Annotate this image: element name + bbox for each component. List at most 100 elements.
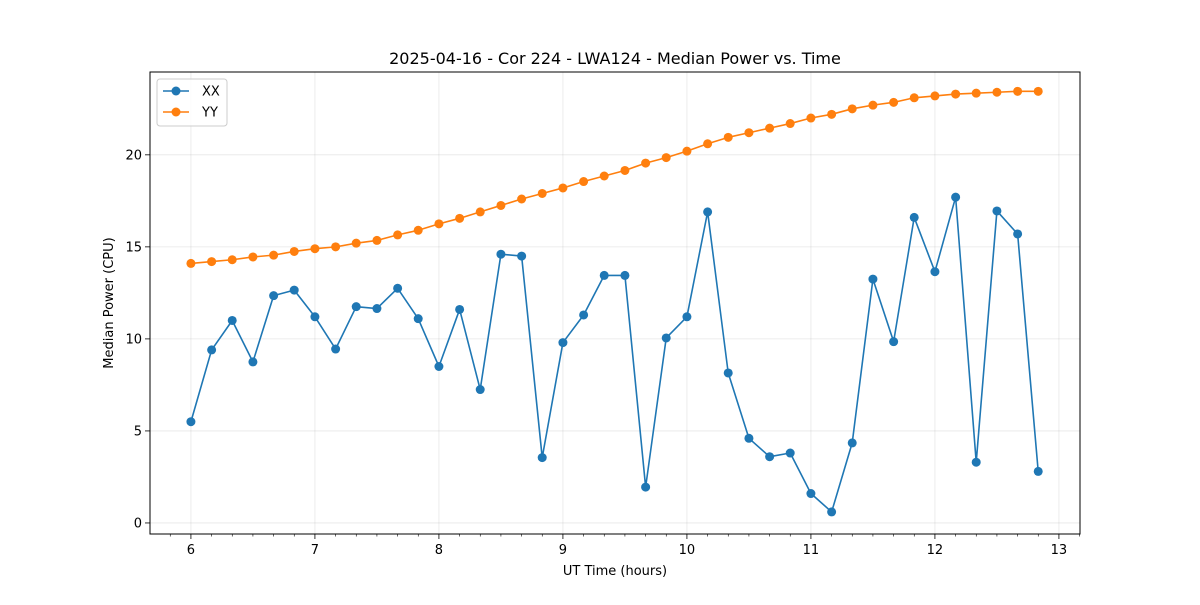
chart-title: 2025-04-16 - Cor 224 - LWA124 - Median P… xyxy=(389,49,841,68)
data-point-xx xyxy=(1013,229,1023,239)
y-tick-label: 10 xyxy=(125,332,142,347)
data-point-yy xyxy=(393,230,403,240)
legend-label-xx: XX xyxy=(202,85,220,100)
data-point-yy xyxy=(475,207,485,217)
data-point-yy xyxy=(868,100,878,110)
series-layer xyxy=(186,86,1043,517)
data-point-xx xyxy=(930,267,940,277)
legend-marker-yy xyxy=(171,107,181,117)
data-point-yy xyxy=(496,200,506,210)
plot-frame xyxy=(149,71,1081,535)
data-point-yy xyxy=(558,183,568,193)
data-point-xx xyxy=(723,368,733,378)
data-point-yy xyxy=(310,244,320,254)
data-point-yy xyxy=(413,225,423,235)
data-point-yy xyxy=(1033,86,1043,96)
data-point-yy xyxy=(744,128,754,138)
y-tick-label: 0 xyxy=(134,516,142,531)
data-point-yy xyxy=(971,88,981,98)
legend-entries: XX YY xyxy=(163,85,220,121)
data-point-xx xyxy=(310,312,320,322)
data-point-yy xyxy=(889,97,899,107)
data-point-xx xyxy=(207,345,217,355)
data-point-xx xyxy=(289,285,299,295)
data-point-xx xyxy=(661,333,671,343)
data-point-xx xyxy=(806,489,816,499)
y-axis-label: Median Power (CPU) xyxy=(102,237,117,368)
data-point-xx xyxy=(971,457,981,467)
data-point-yy xyxy=(455,213,465,223)
data-point-xx xyxy=(1033,466,1043,476)
data-point-yy xyxy=(186,258,196,268)
legend: XX YY xyxy=(156,78,228,127)
data-point-xx xyxy=(682,312,692,322)
ticks-layer: 6 7 8 9 10 11 12 13 0 5 10 15 20 xyxy=(125,148,1080,558)
y-tick-label: 15 xyxy=(125,240,142,255)
x-tick-label: 11 xyxy=(803,543,820,558)
legend-marker-xx xyxy=(171,86,181,96)
data-point-yy xyxy=(269,250,279,260)
data-point-yy xyxy=(331,242,341,252)
data-point-yy xyxy=(434,219,444,229)
data-point-xx xyxy=(847,438,857,448)
data-point-xx xyxy=(620,270,630,280)
data-point-yy xyxy=(723,132,733,142)
x-tick-label: 8 xyxy=(435,543,443,558)
data-point-xx xyxy=(599,270,609,280)
y-tick-label: 5 xyxy=(134,424,142,439)
data-point-yy xyxy=(992,87,1002,97)
data-point-xx xyxy=(765,452,775,462)
data-point-xx xyxy=(537,453,547,463)
data-point-yy xyxy=(248,252,258,262)
legend-label-yy: YY xyxy=(201,106,218,121)
data-point-xx xyxy=(186,417,196,427)
series-line-xx xyxy=(190,196,1040,513)
data-point-yy xyxy=(847,104,857,114)
data-point-yy xyxy=(909,93,919,103)
y-tick-label: 20 xyxy=(125,148,142,163)
data-point-xx xyxy=(868,274,878,284)
data-point-yy xyxy=(930,91,940,101)
data-point-yy xyxy=(620,165,630,175)
data-point-yy xyxy=(806,113,816,123)
data-point-xx xyxy=(331,344,341,354)
data-point-xx xyxy=(889,337,899,347)
data-point-yy xyxy=(579,177,589,187)
data-point-xx xyxy=(269,291,279,301)
grid-layer xyxy=(150,72,1080,534)
data-point-yy xyxy=(517,194,527,204)
data-point-xx xyxy=(248,357,258,367)
data-point-yy xyxy=(703,139,713,149)
data-point-xx xyxy=(475,385,485,395)
x-tick-label: 9 xyxy=(559,543,567,558)
data-point-xx xyxy=(909,212,919,222)
data-point-xx xyxy=(744,433,754,443)
data-point-yy xyxy=(785,119,795,129)
data-point-xx xyxy=(641,482,651,492)
data-point-yy xyxy=(827,109,837,119)
data-point-xx xyxy=(992,206,1002,216)
x-tick-label: 7 xyxy=(311,543,319,558)
data-point-yy xyxy=(1013,86,1023,96)
data-point-xx xyxy=(372,304,382,314)
data-point-yy xyxy=(641,158,651,168)
data-point-xx xyxy=(517,251,527,261)
data-point-yy xyxy=(227,255,237,265)
data-point-yy xyxy=(537,188,547,198)
data-point-yy xyxy=(682,146,692,156)
x-tick-label: 6 xyxy=(187,543,195,558)
data-point-xx xyxy=(455,304,465,314)
data-point-xx xyxy=(785,448,795,458)
x-tick-label: 10 xyxy=(679,543,696,558)
data-point-xx xyxy=(579,310,589,320)
data-point-xx xyxy=(827,507,837,517)
x-tick-label: 12 xyxy=(927,543,944,558)
data-point-xx xyxy=(703,207,713,217)
data-point-yy xyxy=(351,238,361,248)
data-point-xx xyxy=(393,283,403,293)
data-point-yy xyxy=(372,235,382,245)
x-axis-label: UT Time (hours) xyxy=(563,564,667,579)
data-point-xx xyxy=(951,192,961,202)
